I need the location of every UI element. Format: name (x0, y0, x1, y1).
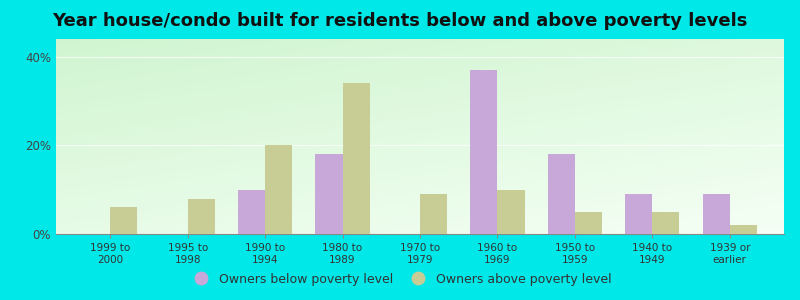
Bar (730, 225, 757, 234)
Bar (498, 190, 525, 234)
Bar (342, 83, 370, 234)
Bar (315, 154, 342, 234)
Legend: Owners below poverty level, Owners above poverty level: Owners below poverty level, Owners above… (184, 268, 616, 291)
Bar (470, 70, 498, 234)
Bar (265, 146, 292, 234)
Text: Year house/condo built for residents below and above poverty levels: Year house/condo built for residents bel… (52, 12, 748, 30)
Bar (420, 194, 447, 234)
Bar (702, 194, 730, 234)
Bar (110, 207, 138, 234)
Bar (188, 199, 214, 234)
Bar (652, 212, 679, 234)
Bar (548, 154, 575, 234)
Bar (626, 194, 652, 234)
Bar (575, 212, 602, 234)
Bar (238, 190, 265, 234)
